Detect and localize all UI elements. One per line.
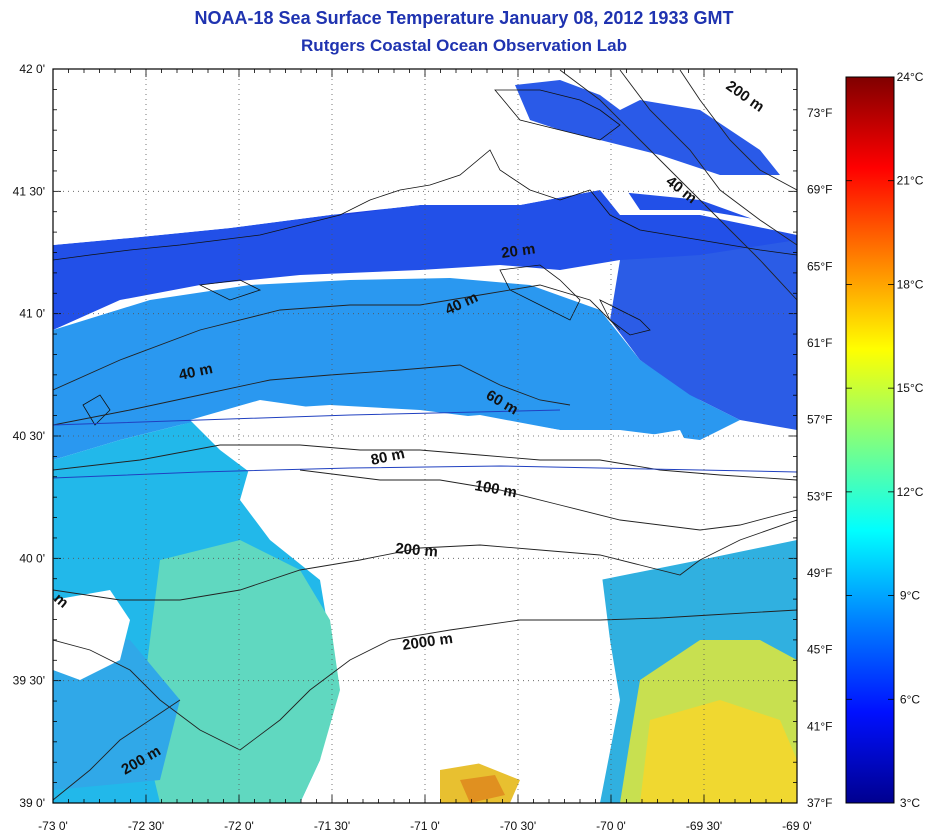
fahrenheit-label: 65°F [807,259,832,273]
sst-cape-cod-bay [515,80,780,175]
cloud-west [53,590,130,680]
fahrenheit-label: 49°F [807,566,832,580]
longitude-label: -70 30' [500,819,536,833]
cloud-central [190,400,700,720]
latitude-label: 41 0' [19,307,45,321]
fahrenheit-label: 73°F [807,106,832,120]
fahrenheit-labels: 73°F 69°F 65°F 61°F 57°F 53°F 49°F 45°F 41°F 37°F [807,106,832,810]
isobath-label-2000m: 2000 m [401,630,454,654]
colorbar-label: 9°C [900,589,920,603]
isobath-label-40m-west: 40 m [177,360,214,384]
map-title: NOAA-18 Sea Surface Temperature January … [194,8,734,28]
isobaths [53,69,797,801]
map-subtitle: Rutgers Coastal Ocean Observation Lab [301,36,627,55]
colorbar-label: 15°C [897,381,924,395]
latitude-label: 39 30' [13,674,45,688]
longitude-label: -69 0' [782,819,812,833]
isobath-label-80m: 80 m [369,445,406,469]
colorbar-label: 6°C [900,692,920,706]
longitude-label: -72 0' [224,819,254,833]
latitude-labels: 42 0' 41 30' 41 0' 40 30' 40 0' 39 30' 39 0' [13,62,45,810]
colorbar-labels: 24°C 21°C 18°C 15°C 12°C 9°C 6°C 3°C [846,70,924,810]
longitude-label: -71 30' [314,819,350,833]
map-frame [52,68,798,804]
colorbar-label: 12°C [897,485,924,499]
fahrenheit-label: 69°F [807,183,832,197]
sst-gulfstream-core [640,700,797,803]
longitude-label: -73 0' [38,819,68,833]
sst-field [53,80,797,803]
longitude-label: -70 0' [596,819,626,833]
graticule [52,68,798,804]
sst-nantucket-shoals [610,240,797,430]
fahrenheit-label: 57°F [807,413,832,427]
latitude-label: 40 0' [19,551,45,565]
latitude-label: 42 0' [19,62,45,76]
swath-lines [53,409,797,479]
fahrenheit-label: 61°F [807,336,832,350]
fahrenheit-label: 53°F [807,489,832,503]
colorbar [845,76,895,804]
latitude-label: 39 0' [19,796,45,810]
longitude-label: -69 30' [686,819,722,833]
colorbar-label: 18°C [897,277,924,291]
cloud-south-central [400,690,560,780]
latitude-label: 40 30' [13,429,45,443]
longitude-label: -71 0' [410,819,440,833]
coastline [53,89,797,426]
colorbar-label: 21°C [897,174,924,188]
isobath-label-20m: 20 m [500,240,536,262]
cloud-land-mass [53,90,797,245]
colorbar-label: 3°C [900,796,920,810]
isobath-label-200m-mid: 200 m [395,540,439,561]
longitude-labels: -73 0' -72 30' -72 0' -71 30' -71 0' -70 30' -… [38,819,812,833]
colorbar-label: 24°C [897,70,924,84]
sst-southwest-warm [140,540,340,803]
sst-warm-patch-core [460,775,505,803]
longitude-label: -72 30' [128,819,164,833]
latitude-label: 41 30' [13,184,45,198]
fahrenheit-label: 45°F [807,643,832,657]
fahrenheit-label: 37°F [807,796,832,810]
fahrenheit-label: 41°F [807,719,832,733]
